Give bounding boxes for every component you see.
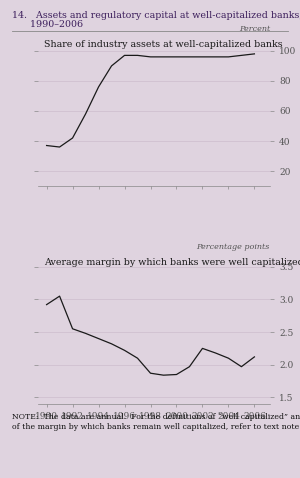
Text: 14.   Assets and regulatory capital at well-capitalized banks,: 14. Assets and regulatory capital at wel… [12, 11, 300, 20]
Text: Share of industry assets at well-capitalized banks: Share of industry assets at well-capital… [44, 40, 283, 49]
Text: NOTE:  The data are annual.  For the definitions of “well capitalized” and
of th: NOTE: The data are annual. For the defin… [12, 413, 300, 431]
Text: Percent: Percent [239, 25, 270, 33]
Text: 1990–2006: 1990–2006 [12, 20, 83, 29]
Text: Percentage points: Percentage points [196, 243, 270, 250]
Text: Average margin by which banks were well capitalized: Average margin by which banks were well … [44, 258, 300, 267]
